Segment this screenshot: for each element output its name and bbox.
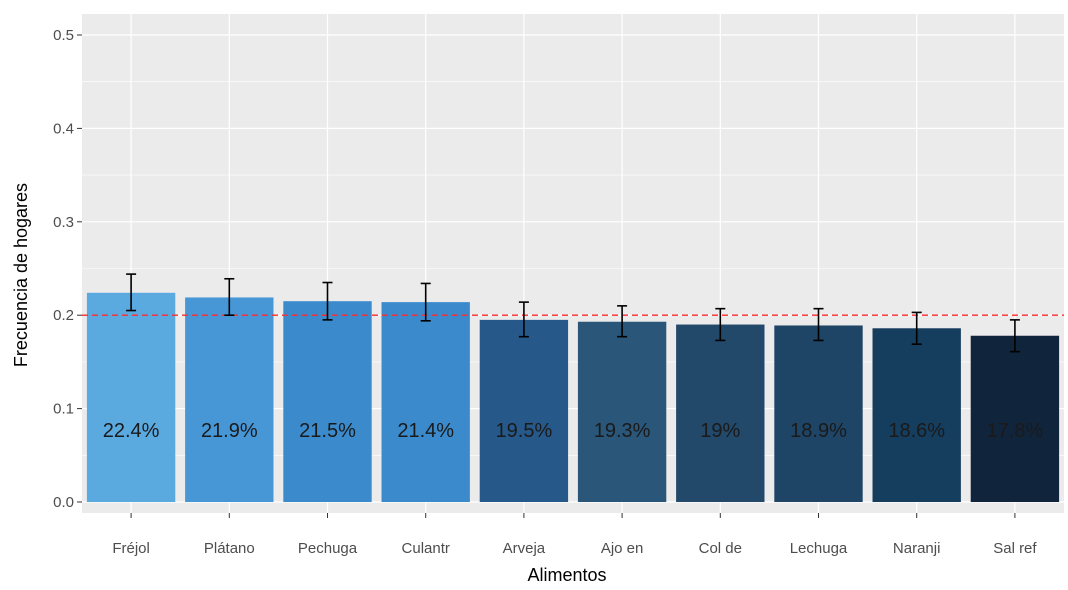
bar	[774, 325, 863, 502]
x-axis-title: Alimentos	[527, 565, 606, 585]
bar	[381, 302, 470, 502]
y-axis-title: Frecuencia de hogares	[11, 183, 31, 367]
y-tick-label: 0.5	[53, 27, 74, 44]
x-tick-label: Sal ref	[993, 540, 1037, 557]
x-tick-label: Culantr	[402, 540, 450, 557]
data-labels-layer: 22.4% 21.9% 21.5% 21.4% 19.5% 19.3% 19% 18.9% 18…	[103, 420, 1044, 442]
bar-data-label: 21.9%	[201, 420, 258, 442]
bar-data-label: 21.5%	[299, 420, 356, 442]
bar-data-label: 21.4%	[397, 420, 454, 442]
x-tick-label: Col de	[699, 540, 742, 557]
x-axis: Fréjol Plátano Pechuga Culantr Arveja Ajo en C…	[112, 513, 1037, 557]
x-tick-label: Lechuga	[790, 540, 848, 557]
y-tick-label: 0.1	[53, 401, 74, 418]
bar	[283, 301, 372, 502]
x-tick-label: Naranji	[893, 540, 941, 557]
bars-layer	[86, 292, 1060, 502]
bar	[86, 292, 176, 502]
y-tick-label: 0.0	[53, 494, 74, 511]
bar	[577, 321, 667, 502]
bar	[185, 297, 274, 502]
bar-data-label: 19.3%	[594, 420, 651, 442]
x-tick-label: Pechuga	[298, 540, 358, 557]
x-tick-label: Fréjol	[112, 540, 150, 557]
x-tick-label: Arveja	[503, 540, 546, 557]
y-tick-label: 0.4	[53, 120, 74, 137]
bar	[872, 328, 961, 502]
y-tick-label: 0.3	[53, 214, 74, 231]
bar-data-label: 18.9%	[790, 420, 847, 442]
bar	[479, 319, 569, 502]
bar	[970, 335, 1060, 502]
y-tick-label: 0.2	[53, 307, 74, 324]
bar-data-label: 18.6%	[888, 420, 945, 442]
error-bars-layer	[126, 273, 1020, 353]
x-tick-label: Plátano	[204, 540, 255, 557]
bar-data-label: 19%	[700, 420, 740, 442]
y-axis: 0.0 0.1 0.2 0.3 0.4 0.5	[53, 27, 82, 511]
x-tick-label: Ajo en	[601, 540, 644, 557]
bar	[676, 324, 765, 502]
bar-data-label: 17.8%	[987, 420, 1044, 442]
bar-data-label: 19.5%	[496, 420, 553, 442]
bar-data-label: 22.4%	[103, 420, 160, 442]
